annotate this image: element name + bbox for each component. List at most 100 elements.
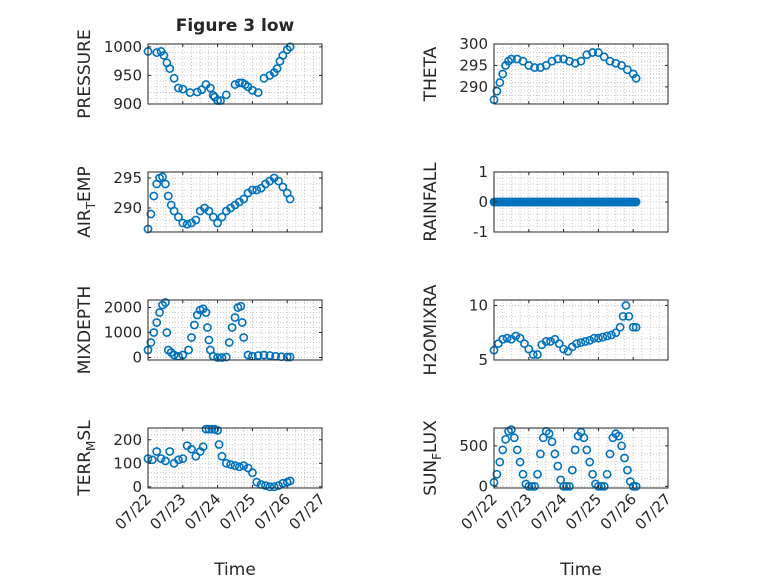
- axes-box: [147, 427, 323, 489]
- data-point: [550, 449, 560, 459]
- data-point: [224, 338, 234, 347]
- data-point: [623, 65, 632, 75]
- y-tick-label: 10: [469, 296, 488, 314]
- data-point: [189, 320, 199, 330]
- data-point: [553, 54, 563, 64]
- data-point: [184, 345, 193, 355]
- data-point: [533, 350, 542, 359]
- y-tick-label: 0: [132, 349, 142, 367]
- data-point: [203, 323, 212, 332]
- data-point: [192, 87, 202, 97]
- subplot-1: 900 950 1000 PRESSURE Figure 3 low: [75, 16, 323, 119]
- data-point: [541, 61, 551, 70]
- data-point: [598, 332, 608, 342]
- data-point: [149, 191, 159, 201]
- data-point: [155, 308, 164, 317]
- y-tick-label: 295: [113, 169, 142, 187]
- data-point: [498, 69, 508, 79]
- data-point: [511, 331, 521, 341]
- data-point: [160, 298, 170, 307]
- x-tick-label: 07/24: [527, 490, 570, 533]
- data-point: [596, 481, 606, 491]
- axes-box: [147, 299, 323, 361]
- data-point: [546, 337, 555, 346]
- data-point: [585, 457, 595, 467]
- data-point: [492, 86, 502, 96]
- data-point: [506, 54, 516, 64]
- data-point: [518, 56, 528, 66]
- data-point: [588, 469, 597, 479]
- data-point: [169, 73, 179, 83]
- data-point: [174, 83, 183, 93]
- data-point: [502, 333, 512, 343]
- data-point: [227, 323, 237, 332]
- data-point: [527, 481, 537, 491]
- data-series: [489, 48, 641, 105]
- data-point: [579, 433, 589, 443]
- data-series: [489, 197, 641, 207]
- y-tick-label: 1000: [104, 38, 142, 56]
- data-series: [489, 301, 641, 359]
- y-tick-label: 5: [478, 351, 488, 369]
- y-axis-label: RAINFALL: [421, 162, 441, 242]
- data-point: [272, 64, 282, 73]
- data-point: [528, 350, 538, 359]
- axes-box: [147, 171, 323, 233]
- data-point: [252, 185, 262, 195]
- subplot-6: 5 10 H2OMIXRA: [421, 284, 669, 376]
- y-tick-label: 1: [478, 163, 488, 181]
- x-tick-label: 07/26: [597, 490, 640, 533]
- data-point: [152, 318, 162, 327]
- data-point: [624, 311, 634, 321]
- axes-box: [493, 427, 669, 489]
- data-point: [559, 481, 568, 491]
- data-point: [197, 85, 207, 95]
- data-point: [252, 477, 262, 487]
- y-tick-label: 2000: [104, 299, 142, 317]
- data-point: [178, 218, 188, 228]
- data-point: [205, 83, 215, 93]
- data-point: [285, 352, 295, 362]
- data-point: [594, 48, 603, 57]
- data-point: [550, 334, 560, 344]
- data-point: [572, 339, 582, 349]
- x-axis-label: Time: [213, 560, 256, 580]
- data-point: [631, 197, 641, 207]
- data-point: [576, 338, 586, 347]
- data-point: [278, 51, 288, 60]
- data-point: [614, 431, 624, 441]
- subplot-3: 290 295 AIRTEMP: [75, 166, 323, 238]
- y-axis-label: AIRTEMP: [75, 166, 98, 237]
- data-point: [506, 425, 516, 435]
- data-point: [178, 454, 188, 463]
- data-point: [191, 215, 201, 225]
- y-axis-label: SUNFLUX: [421, 420, 444, 496]
- data-point: [541, 337, 551, 346]
- data-point: [607, 330, 616, 340]
- data-point: [274, 176, 283, 186]
- data-point: [269, 482, 279, 492]
- data-point: [213, 425, 222, 435]
- data-point: [585, 335, 595, 345]
- data-point: [159, 51, 169, 60]
- x-tick-label: 07/22: [458, 490, 501, 533]
- data-point: [565, 481, 574, 491]
- data-point: [208, 91, 218, 100]
- data-series: [143, 298, 295, 362]
- y-tick-label: -1: [473, 223, 488, 241]
- data-point: [239, 333, 249, 342]
- data-point: [243, 350, 253, 360]
- data-point: [146, 209, 156, 219]
- data-point: [533, 469, 542, 479]
- data-point: [282, 352, 292, 362]
- data-point: [207, 424, 217, 434]
- data-point: [615, 322, 625, 332]
- data-point: [285, 476, 295, 486]
- data-point: [247, 468, 257, 478]
- data-point: [214, 440, 224, 449]
- figure-title: Figure 3 low: [176, 16, 295, 36]
- data-point: [261, 481, 270, 491]
- data-point: [567, 465, 577, 475]
- data-point: [169, 350, 179, 360]
- data-point: [201, 424, 211, 434]
